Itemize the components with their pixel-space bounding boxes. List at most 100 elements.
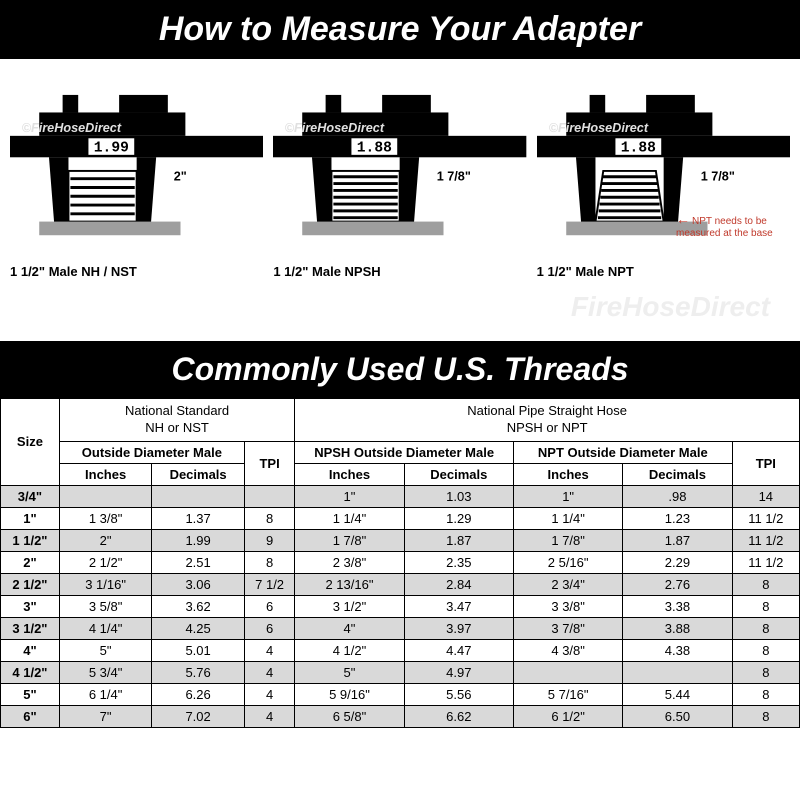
- table-cell: 6: [244, 595, 294, 617]
- table-cell: 8: [732, 639, 799, 661]
- caliper-diagrams: 1.99 ©FireHoseDirect 2" 1 1/2" Male NH /…: [0, 59, 800, 287]
- table-cell: 1.87: [623, 529, 732, 551]
- svg-text:©FireHoseDirect: ©FireHoseDirect: [22, 121, 122, 135]
- table-title-banner: Commonly Used U.S. Threads: [0, 341, 800, 398]
- table-cell: 2": [59, 529, 152, 551]
- table-row: 4 1/2"5 3/4"5.7645"4.978: [1, 661, 800, 683]
- threads-table: Size National StandardNH or NST National…: [0, 398, 800, 728]
- caliper-icon: 1.88 ©FireHoseDirect 1 7/8": [273, 83, 526, 253]
- col-npsh-od: NPSH Outside Diameter Male: [295, 441, 514, 463]
- table-cell: 6 1/2": [513, 705, 622, 727]
- table-row: 4"5"5.0144 1/2"4.474 3/8"4.388: [1, 639, 800, 661]
- table-cell: 4: [244, 661, 294, 683]
- table-cell: [244, 485, 294, 507]
- table-cell: 8: [244, 551, 294, 573]
- svg-text:1 7/8": 1 7/8": [700, 170, 734, 184]
- table-cell: 2.76: [623, 573, 732, 595]
- table-body: 3/4"1"1.031".98141"1 3/8"1.3781 1/4"1.29…: [1, 485, 800, 727]
- table-row: 2 1/2"3 1/16"3.067 1/22 13/16"2.842 3/4"…: [1, 573, 800, 595]
- table-cell: 4: [244, 683, 294, 705]
- table-cell: 9: [244, 529, 294, 551]
- table-cell: 1 3/8": [59, 507, 152, 529]
- table-cell: 4 1/2": [1, 661, 60, 683]
- table-cell: 5.44: [623, 683, 732, 705]
- table-cell: 3 1/2": [295, 595, 404, 617]
- table-row: 1"1 3/8"1.3781 1/4"1.291 1/4"1.2311 1/2: [1, 507, 800, 529]
- table-cell: 7 1/2: [244, 573, 294, 595]
- svg-text:©FireHoseDirect: ©FireHoseDirect: [548, 121, 648, 135]
- table-cell: 4.97: [404, 661, 513, 683]
- table-cell: 3 5/8": [59, 595, 152, 617]
- table-cell: 3/4": [1, 485, 60, 507]
- svg-text:1 7/8": 1 7/8": [437, 170, 471, 184]
- table-cell: 3.62: [152, 595, 245, 617]
- title-banner: How to Measure Your Adapter: [0, 0, 800, 59]
- table-cell: 1 1/2": [1, 529, 60, 551]
- table-cell: 1 1/4": [295, 507, 404, 529]
- table-cell: 4 1/2": [295, 639, 404, 661]
- caliper-label: 1 1/2" Male NH / NST: [10, 264, 263, 279]
- col-group-nh: National StandardNH or NST: [59, 399, 294, 442]
- table-cell: 2 1/2": [59, 551, 152, 573]
- table-cell: 6": [1, 705, 60, 727]
- table-cell: 4: [244, 639, 294, 661]
- table-cell: 3.88: [623, 617, 732, 639]
- col-npsh-decimals: Decimals: [404, 463, 513, 485]
- table-cell: 2 3/4": [513, 573, 622, 595]
- table-cell: 3 1/16": [59, 573, 152, 595]
- table-cell: 1": [513, 485, 622, 507]
- table-cell: 3.38: [623, 595, 732, 617]
- table-row: 3/4"1"1.031".9814: [1, 485, 800, 507]
- table-cell: 2 5/16": [513, 551, 622, 573]
- col-size: Size: [1, 399, 60, 486]
- col-npt-decimals: Decimals: [623, 463, 732, 485]
- table-cell: 4: [244, 705, 294, 727]
- table-cell: 2": [1, 551, 60, 573]
- table-cell: 6 5/8": [295, 705, 404, 727]
- svg-text:1.99: 1.99: [94, 140, 129, 156]
- table-cell: 8: [732, 595, 799, 617]
- table-cell: 14: [732, 485, 799, 507]
- table-cell: [152, 485, 245, 507]
- col-nh-od: Outside Diameter Male: [59, 441, 244, 463]
- table-cell: [59, 485, 152, 507]
- col-nh-decimals: Decimals: [152, 463, 245, 485]
- svg-text:2": 2": [174, 170, 187, 184]
- table-cell: 11 1/2: [732, 529, 799, 551]
- table-row: 6"7"7.0246 5/8"6.626 1/2"6.508: [1, 705, 800, 727]
- table-cell: 4.38: [623, 639, 732, 661]
- table-cell: 3.47: [404, 595, 513, 617]
- table-cell: 5.76: [152, 661, 245, 683]
- table-row: 5"6 1/4"6.2645 9/16"5.565 7/16"5.448: [1, 683, 800, 705]
- col-npt-inches: Inches: [513, 463, 622, 485]
- table-cell: 8: [732, 683, 799, 705]
- table-cell: 5": [1, 683, 60, 705]
- caliper-label: 1 1/2" Male NPSH: [273, 264, 526, 279]
- caliper-diagram: 1.88 ©FireHoseDirect 1 7/8" 1 1/2" Male …: [273, 83, 526, 279]
- table-cell: [513, 661, 622, 683]
- table-cell: 1.29: [404, 507, 513, 529]
- table-cell: 4 1/4": [59, 617, 152, 639]
- table-cell: 1.37: [152, 507, 245, 529]
- caliper-diagram: 1.88 ©FireHoseDirect 1 7/8" 1 1/2" Male …: [537, 83, 790, 279]
- table-cell: 2.51: [152, 551, 245, 573]
- table-cell: 5": [59, 639, 152, 661]
- table-row: 2"2 1/2"2.5182 3/8"2.352 5/16"2.2911 1/2: [1, 551, 800, 573]
- table-cell: 1.23: [623, 507, 732, 529]
- table-cell: 6.62: [404, 705, 513, 727]
- table-cell: 4.25: [152, 617, 245, 639]
- table-cell: 3 3/8": [513, 595, 622, 617]
- table-cell: 4": [1, 639, 60, 661]
- col-npt-od: NPT Outside Diameter Male: [513, 441, 732, 463]
- table-cell: 2 3/8": [295, 551, 404, 573]
- table-cell: 6: [244, 617, 294, 639]
- table-cell: 8: [244, 507, 294, 529]
- table-cell: 6.50: [623, 705, 732, 727]
- table-cell: 4 3/8": [513, 639, 622, 661]
- table-cell: 2 1/2": [1, 573, 60, 595]
- table-cell: 5.01: [152, 639, 245, 661]
- svg-text:1.88: 1.88: [620, 140, 655, 156]
- table-cell: 1 7/8": [295, 529, 404, 551]
- table-cell: 4.47: [404, 639, 513, 661]
- table-cell: 1": [1, 507, 60, 529]
